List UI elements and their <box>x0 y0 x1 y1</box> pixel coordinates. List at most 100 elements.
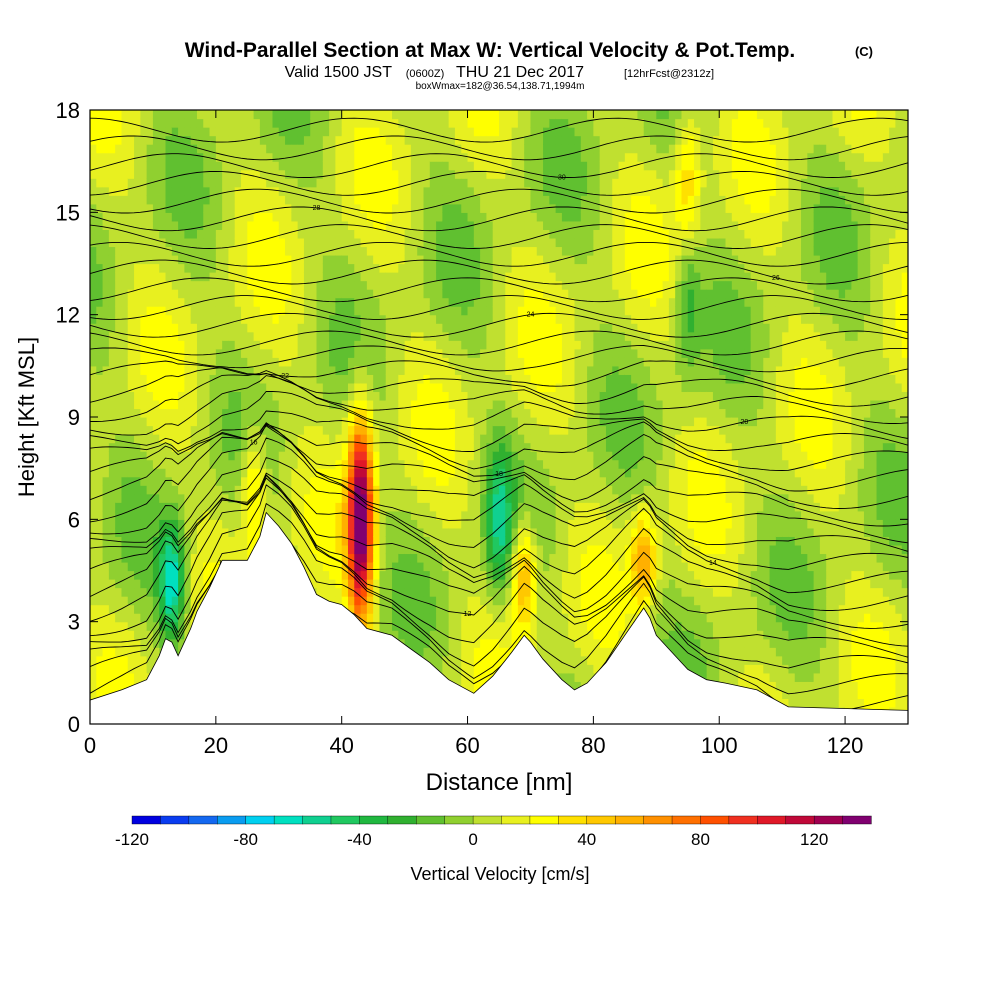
velocity-cell <box>316 229 324 239</box>
velocity-cell <box>222 442 230 452</box>
velocity-cell <box>190 323 198 333</box>
velocity-cell <box>461 536 469 546</box>
velocity-cell <box>247 220 255 230</box>
velocity-cell <box>417 442 425 452</box>
velocity-cell <box>385 570 393 580</box>
velocity-cell <box>486 434 494 444</box>
velocity-cell <box>115 451 123 461</box>
velocity-cell <box>341 246 349 256</box>
velocity-cell <box>247 399 255 410</box>
velocity-cell <box>303 246 311 256</box>
velocity-cell <box>392 604 399 614</box>
velocity-cell <box>492 391 500 401</box>
velocity-cell <box>266 161 274 171</box>
velocity-cell <box>480 135 488 145</box>
velocity-cell <box>461 570 469 580</box>
velocity-cell <box>90 664 97 674</box>
velocity-cell <box>480 212 488 222</box>
velocity-cell <box>171 178 179 188</box>
velocity-cell <box>467 536 475 546</box>
velocity-cell <box>291 434 299 444</box>
velocity-cell <box>492 536 500 546</box>
velocity-cell <box>454 246 462 256</box>
velocity-cell <box>517 357 525 367</box>
velocity-cell <box>96 434 104 444</box>
velocity-cell <box>241 178 248 188</box>
velocity-cell <box>285 195 292 205</box>
velocity-cell <box>360 510 368 520</box>
velocity-cell <box>499 348 506 358</box>
velocity-cell <box>90 280 97 290</box>
velocity-cell <box>448 553 456 563</box>
velocity-cell <box>322 306 330 316</box>
velocity-cell <box>398 587 406 597</box>
velocity-cell <box>146 417 154 427</box>
velocity-cell <box>329 579 336 589</box>
velocity-cell <box>253 246 261 256</box>
velocity-cell <box>190 570 198 580</box>
velocity-cell <box>234 212 242 222</box>
velocity-cell <box>310 331 318 341</box>
velocity-cell <box>259 382 267 393</box>
velocity-cell <box>373 169 381 179</box>
velocity-cell <box>146 161 154 171</box>
velocity-cell <box>366 579 374 589</box>
velocity-cell <box>354 186 362 196</box>
velocity-cell <box>429 536 437 546</box>
velocity-cell <box>392 161 399 171</box>
velocity-cell <box>505 613 513 623</box>
velocity-cell <box>354 118 362 128</box>
velocity-cell <box>108 579 116 589</box>
velocity-cell <box>96 681 104 691</box>
velocity-cell <box>146 289 154 299</box>
velocity-cell <box>215 169 223 179</box>
velocity-cell <box>134 442 141 452</box>
velocity-cell <box>360 451 368 461</box>
velocity-cell <box>159 212 167 222</box>
velocity-cell <box>303 186 311 196</box>
velocity-cell <box>115 417 123 427</box>
velocity-cell <box>404 638 412 648</box>
velocity-cell <box>178 178 185 188</box>
velocity-cell <box>385 374 393 384</box>
velocity-cell <box>215 340 223 350</box>
velocity-cell <box>90 553 97 563</box>
velocity-cell <box>108 493 116 503</box>
velocity-cell <box>190 289 198 299</box>
velocity-cell <box>454 561 462 572</box>
velocity-cell <box>423 527 431 537</box>
velocity-cell <box>108 331 116 341</box>
velocity-cell <box>159 382 167 393</box>
velocity-cell <box>102 493 110 503</box>
velocity-cell <box>360 391 368 401</box>
velocity-cell <box>90 647 97 657</box>
velocity-cell <box>442 118 450 128</box>
velocity-cell <box>247 135 255 145</box>
velocity-cell <box>473 314 481 324</box>
velocity-cell <box>297 519 305 529</box>
velocity-cell <box>259 144 267 154</box>
velocity-cell <box>492 161 500 171</box>
velocity-cell <box>228 229 236 239</box>
velocity-cell <box>511 127 519 137</box>
velocity-cell <box>436 161 443 171</box>
velocity-cell <box>121 476 129 486</box>
velocity-cell <box>140 417 148 427</box>
velocity-cell <box>285 135 292 145</box>
velocity-cell <box>241 246 248 256</box>
velocity-cell <box>115 485 123 495</box>
velocity-cell <box>511 331 519 341</box>
velocity-cell <box>322 408 330 418</box>
velocity-cell <box>178 340 185 350</box>
velocity-cell <box>272 254 280 265</box>
velocity-cell <box>121 587 129 597</box>
velocity-cell <box>398 127 406 137</box>
velocity-cell <box>285 391 292 401</box>
velocity-cell <box>335 510 343 520</box>
velocity-cell <box>429 510 437 520</box>
velocity-cell <box>121 459 129 469</box>
velocity-cell <box>297 485 305 495</box>
velocity-cell <box>322 186 330 196</box>
velocity-cell <box>322 323 330 333</box>
velocity-cell <box>329 544 336 555</box>
